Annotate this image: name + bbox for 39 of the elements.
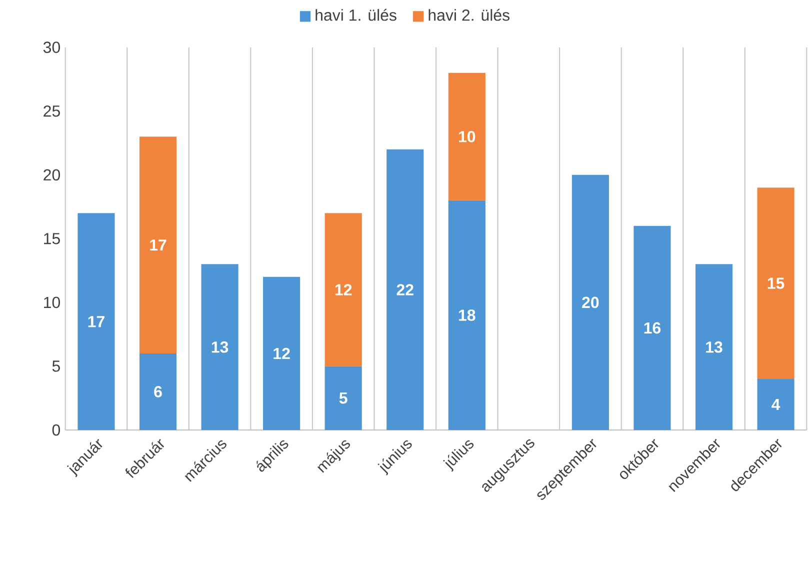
legend-label: havi 1. ülés [316,8,396,21]
bar [386,149,424,430]
data-label: 12 [274,348,290,360]
legend-label: havi 2. ülés [428,8,510,21]
data-label: 4 [772,398,780,410]
bar [572,174,609,430]
bar [695,264,733,430]
data-label: 22 [396,284,414,296]
y-tick-label: 5 [52,360,60,372]
bar [139,353,177,430]
data-label: 10 [459,130,476,142]
data-label: 6 [154,386,162,398]
y-tick-label: 25 [44,105,60,117]
bar [324,366,362,430]
bar [634,226,671,430]
data-label: 20 [582,296,599,308]
data-label: 13 [212,341,228,353]
y-tick-label: 20 [44,169,60,181]
data-label: 16 [644,322,661,334]
y-tick-label: 30 [43,42,60,53]
bar [448,72,486,200]
bar [139,136,177,354]
y-tick-label: 0 [52,424,60,436]
y-tick-label: 10 [44,296,60,308]
bar [324,213,362,366]
data-label: 17 [88,316,104,328]
y-tick-label: 15 [44,233,60,244]
data-label: 15 [768,278,784,289]
data-label: 18 [459,310,476,321]
bar [78,213,115,430]
data-label: 13 [706,341,722,353]
bar [757,188,794,379]
data-label: 5 [339,392,348,404]
bar [448,200,486,430]
bar [757,378,794,430]
data-label: 12 [335,284,352,296]
bar [263,276,300,430]
bar [201,264,238,430]
data-label: 17 [150,240,166,251]
